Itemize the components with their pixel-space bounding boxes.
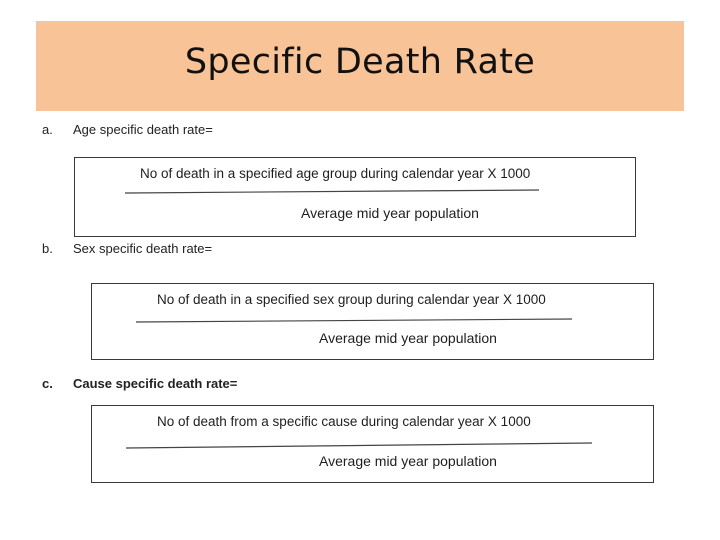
formula-numerator: No of death in a specified age group dur… <box>140 166 531 181</box>
item-age-specific: a. Age specific death rate= <box>42 122 213 137</box>
formula-denominator: Average mid year population <box>301 205 479 221</box>
fraction-line <box>125 189 540 194</box>
item-label: Sex specific death rate= <box>73 241 213 256</box>
slide-title: Specific Death Rate <box>184 42 536 82</box>
fraction-line <box>126 442 593 449</box>
formula-denominator: Average mid year population <box>319 453 497 469</box>
title-banner: Specific Death Rate <box>36 21 684 111</box>
formula-numerator: No of death in a specified sex group dur… <box>157 292 546 307</box>
formula-box-sex: No of death in a specified sex group dur… <box>91 283 654 360</box>
item-letter: b. <box>42 241 53 256</box>
item-sex-specific: b. Sex specific death rate= <box>42 241 212 256</box>
item-letter: c. <box>42 376 53 391</box>
formula-box-age: No of death in a specified age group dur… <box>74 157 636 237</box>
item-label: Cause specific death rate= <box>73 376 238 391</box>
fraction-line <box>136 318 573 323</box>
formula-numerator: No of death from a specific cause during… <box>157 414 531 429</box>
formula-box-cause: No of death from a specific cause during… <box>91 405 654 483</box>
formula-denominator: Average mid year population <box>319 330 497 346</box>
item-label: Age specific death rate= <box>73 122 213 137</box>
item-letter: a. <box>42 122 53 137</box>
item-cause-specific: c. Cause specific death rate= <box>42 376 237 391</box>
